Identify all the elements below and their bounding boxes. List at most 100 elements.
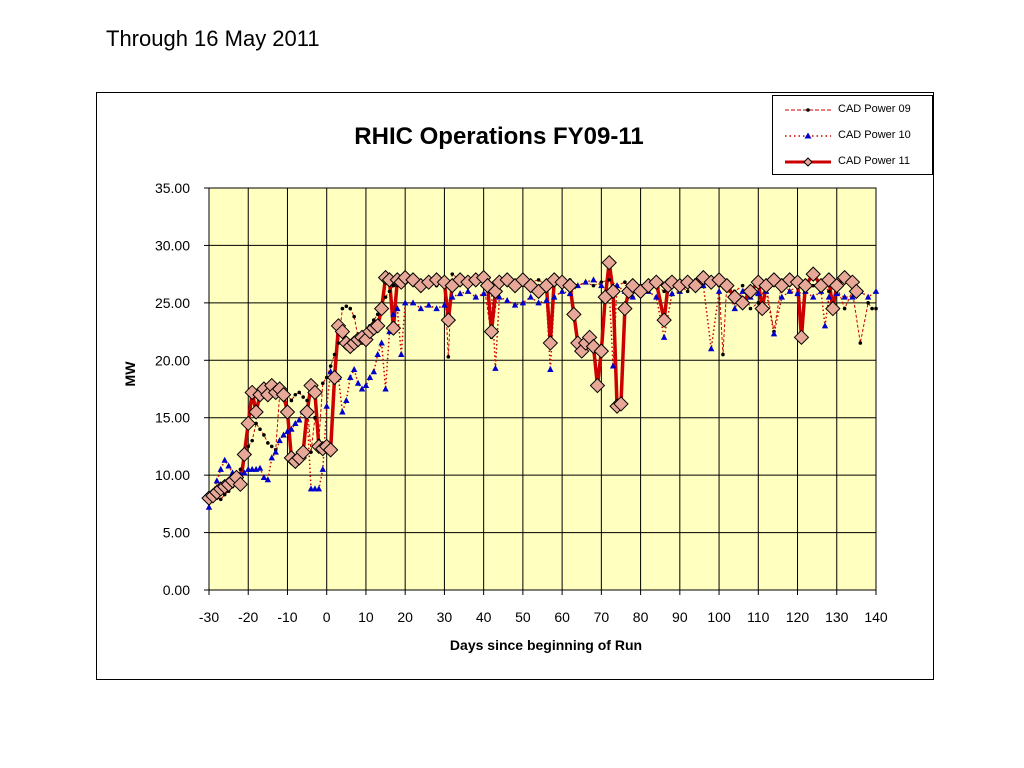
legend-label-09: CAD Power 09	[838, 103, 911, 115]
data-point-1	[492, 364, 499, 371]
data-point-1	[708, 345, 715, 352]
data-point-0	[238, 467, 243, 472]
data-point-0	[269, 444, 274, 449]
data-point-1	[272, 448, 279, 455]
data-point-1	[660, 333, 668, 340]
x-tick-label: 50	[515, 609, 531, 625]
data-point-1	[551, 293, 558, 300]
data-point-0	[450, 272, 455, 276]
data-point-2	[232, 476, 249, 493]
data-point-1	[755, 290, 762, 297]
data-point-2	[326, 369, 343, 386]
data-point-1	[821, 322, 829, 329]
data-point-0	[748, 306, 753, 311]
data-point-0	[313, 415, 317, 420]
data-point-2	[797, 277, 814, 294]
data-point-0	[866, 301, 870, 305]
data-point-1	[268, 454, 275, 461]
data-point-1	[350, 365, 358, 372]
data-point-2	[617, 300, 633, 317]
data-point-1	[715, 287, 723, 294]
data-point-1	[653, 293, 660, 300]
data-point-1	[598, 282, 605, 289]
legend-item-cad-power-09: CAD Power 09	[773, 100, 932, 120]
data-point-1	[480, 290, 487, 297]
data-point-1	[374, 351, 381, 358]
x-tick-label: 10	[358, 609, 374, 625]
data-point-2	[593, 343, 610, 359]
data-point-1	[343, 396, 350, 403]
x-tick-label: 110	[747, 609, 770, 625]
data-point-1	[296, 416, 303, 423]
data-point-1	[366, 374, 374, 381]
x-tick-label: 80	[633, 609, 649, 625]
data-point-0	[332, 352, 337, 357]
data-point-2	[373, 300, 390, 317]
data-point-1	[629, 293, 636, 300]
data-point-2	[236, 446, 253, 463]
data-point-1	[221, 456, 228, 463]
data-point-0	[383, 295, 388, 299]
data-point-0	[297, 390, 302, 395]
data-point-0	[344, 304, 349, 309]
data-point-1	[511, 301, 519, 308]
data-point-1	[590, 276, 597, 283]
data-point-0	[246, 444, 251, 449]
data-point-0	[858, 341, 863, 345]
legend-swatch-11	[785, 157, 831, 167]
data-point-1	[323, 402, 330, 409]
data-point-1	[347, 374, 354, 381]
data-point-0	[222, 492, 227, 497]
x-axis-label: Days since beginning of Run	[450, 637, 642, 653]
x-tick-label: 20	[397, 609, 413, 625]
plot-border	[208, 187, 877, 591]
data-point-0	[371, 318, 376, 322]
data-point-2	[334, 323, 351, 340]
data-point-1	[370, 368, 377, 375]
data-point-0	[266, 441, 270, 445]
data-point-2	[687, 277, 704, 294]
data-point-2	[805, 266, 821, 282]
data-point-1	[213, 477, 221, 484]
data-point-2	[562, 277, 578, 294]
data-point-0	[262, 433, 266, 437]
data-point-1	[849, 293, 856, 300]
data-point-0	[662, 289, 666, 294]
data-point-2	[742, 283, 759, 300]
data-point-1	[547, 365, 554, 372]
data-point-0	[305, 398, 309, 403]
x-tick-label: -20	[238, 609, 258, 625]
data-point-1	[535, 299, 542, 306]
x-tick-label: 120	[786, 609, 810, 625]
data-point-0	[842, 306, 847, 311]
data-point-0	[685, 289, 690, 294]
x-tick-label: 40	[476, 609, 492, 625]
data-point-2	[656, 312, 672, 328]
x-tick-label: 0	[323, 609, 331, 625]
data-point-2	[440, 312, 457, 328]
data-point-0	[387, 289, 392, 294]
data-point-1	[449, 293, 456, 300]
data-point-2	[848, 283, 865, 300]
data-point-0	[811, 283, 816, 288]
data-point-0	[740, 283, 745, 288]
data-point-1	[527, 293, 534, 300]
chart-title: RHIC Operations FY09-11	[354, 123, 643, 150]
legend-swatch-09	[785, 108, 831, 112]
data-point-0	[336, 341, 341, 345]
data-point-1	[464, 287, 472, 294]
data-point-2	[793, 329, 810, 346]
x-tick-label: -30	[199, 609, 219, 625]
data-point-2	[589, 377, 606, 394]
data-point-0	[536, 278, 541, 282]
data-point-0	[721, 352, 725, 357]
legend-item-cad-power-11: CAD Power 11	[773, 152, 932, 172]
data-point-0	[756, 301, 761, 305]
data-point-2	[734, 295, 751, 311]
data-point-1	[354, 379, 362, 386]
data-point-2	[648, 274, 664, 290]
legend-swatch-10	[785, 132, 831, 139]
data-point-1	[217, 465, 224, 472]
x-tick-label: 30	[437, 609, 453, 625]
